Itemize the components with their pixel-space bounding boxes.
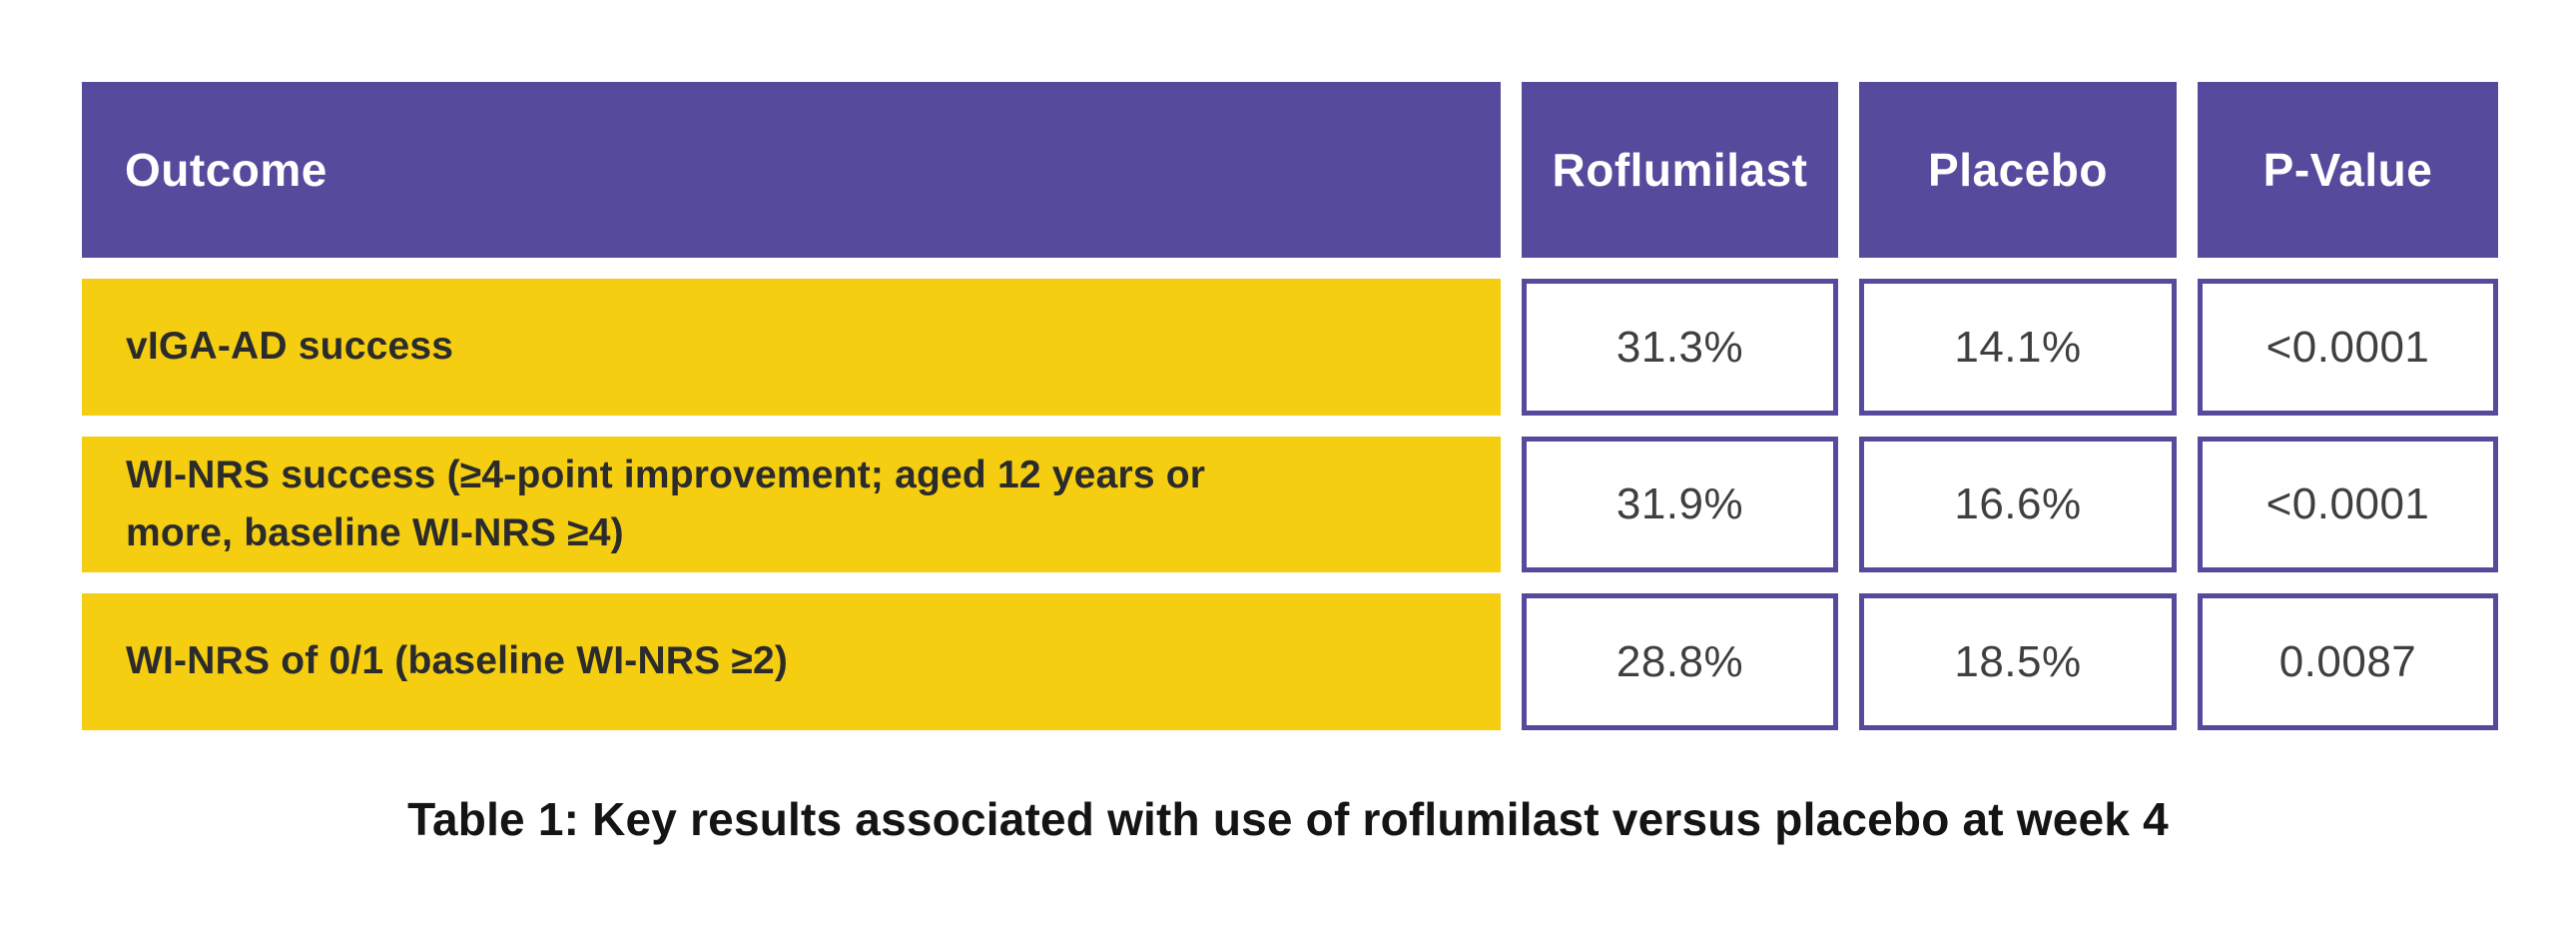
placebo-value-row2: 16.6% xyxy=(1859,437,2177,572)
roflumilast-value-row1: 31.3% xyxy=(1522,279,1838,416)
p-value-row3: 0.0087 xyxy=(2198,593,2498,730)
outcome-cell-wi-nrs-01: WI-NRS of 0/1 (baseline WI-NRS ≥2) xyxy=(82,593,1501,730)
results-table: Outcome Roflumilast Placebo P-Value vIGA… xyxy=(82,82,2498,730)
p-value-row1: <0.0001 xyxy=(2198,279,2498,416)
column-header-placebo: Placebo xyxy=(1859,82,2177,258)
placebo-value-row1: 14.1% xyxy=(1859,279,2177,416)
roflumilast-value-row3: 28.8% xyxy=(1522,593,1838,730)
column-header-roflumilast: Roflumilast xyxy=(1522,82,1838,258)
table-caption: Table 1: Key results associated with use… xyxy=(407,793,2169,845)
outcome-cell-viga-ad: vIGA-AD success xyxy=(82,279,1501,416)
outcome-cell-wi-nrs-success: WI-NRS success (≥4-point improvement; ag… xyxy=(82,437,1501,572)
column-header-p-value: P-Value xyxy=(2198,82,2498,258)
p-value-row2: <0.0001 xyxy=(2198,437,2498,572)
column-header-outcome: Outcome xyxy=(82,82,1501,258)
roflumilast-value-row2: 31.9% xyxy=(1522,437,1838,572)
placebo-value-row3: 18.5% xyxy=(1859,593,2177,730)
